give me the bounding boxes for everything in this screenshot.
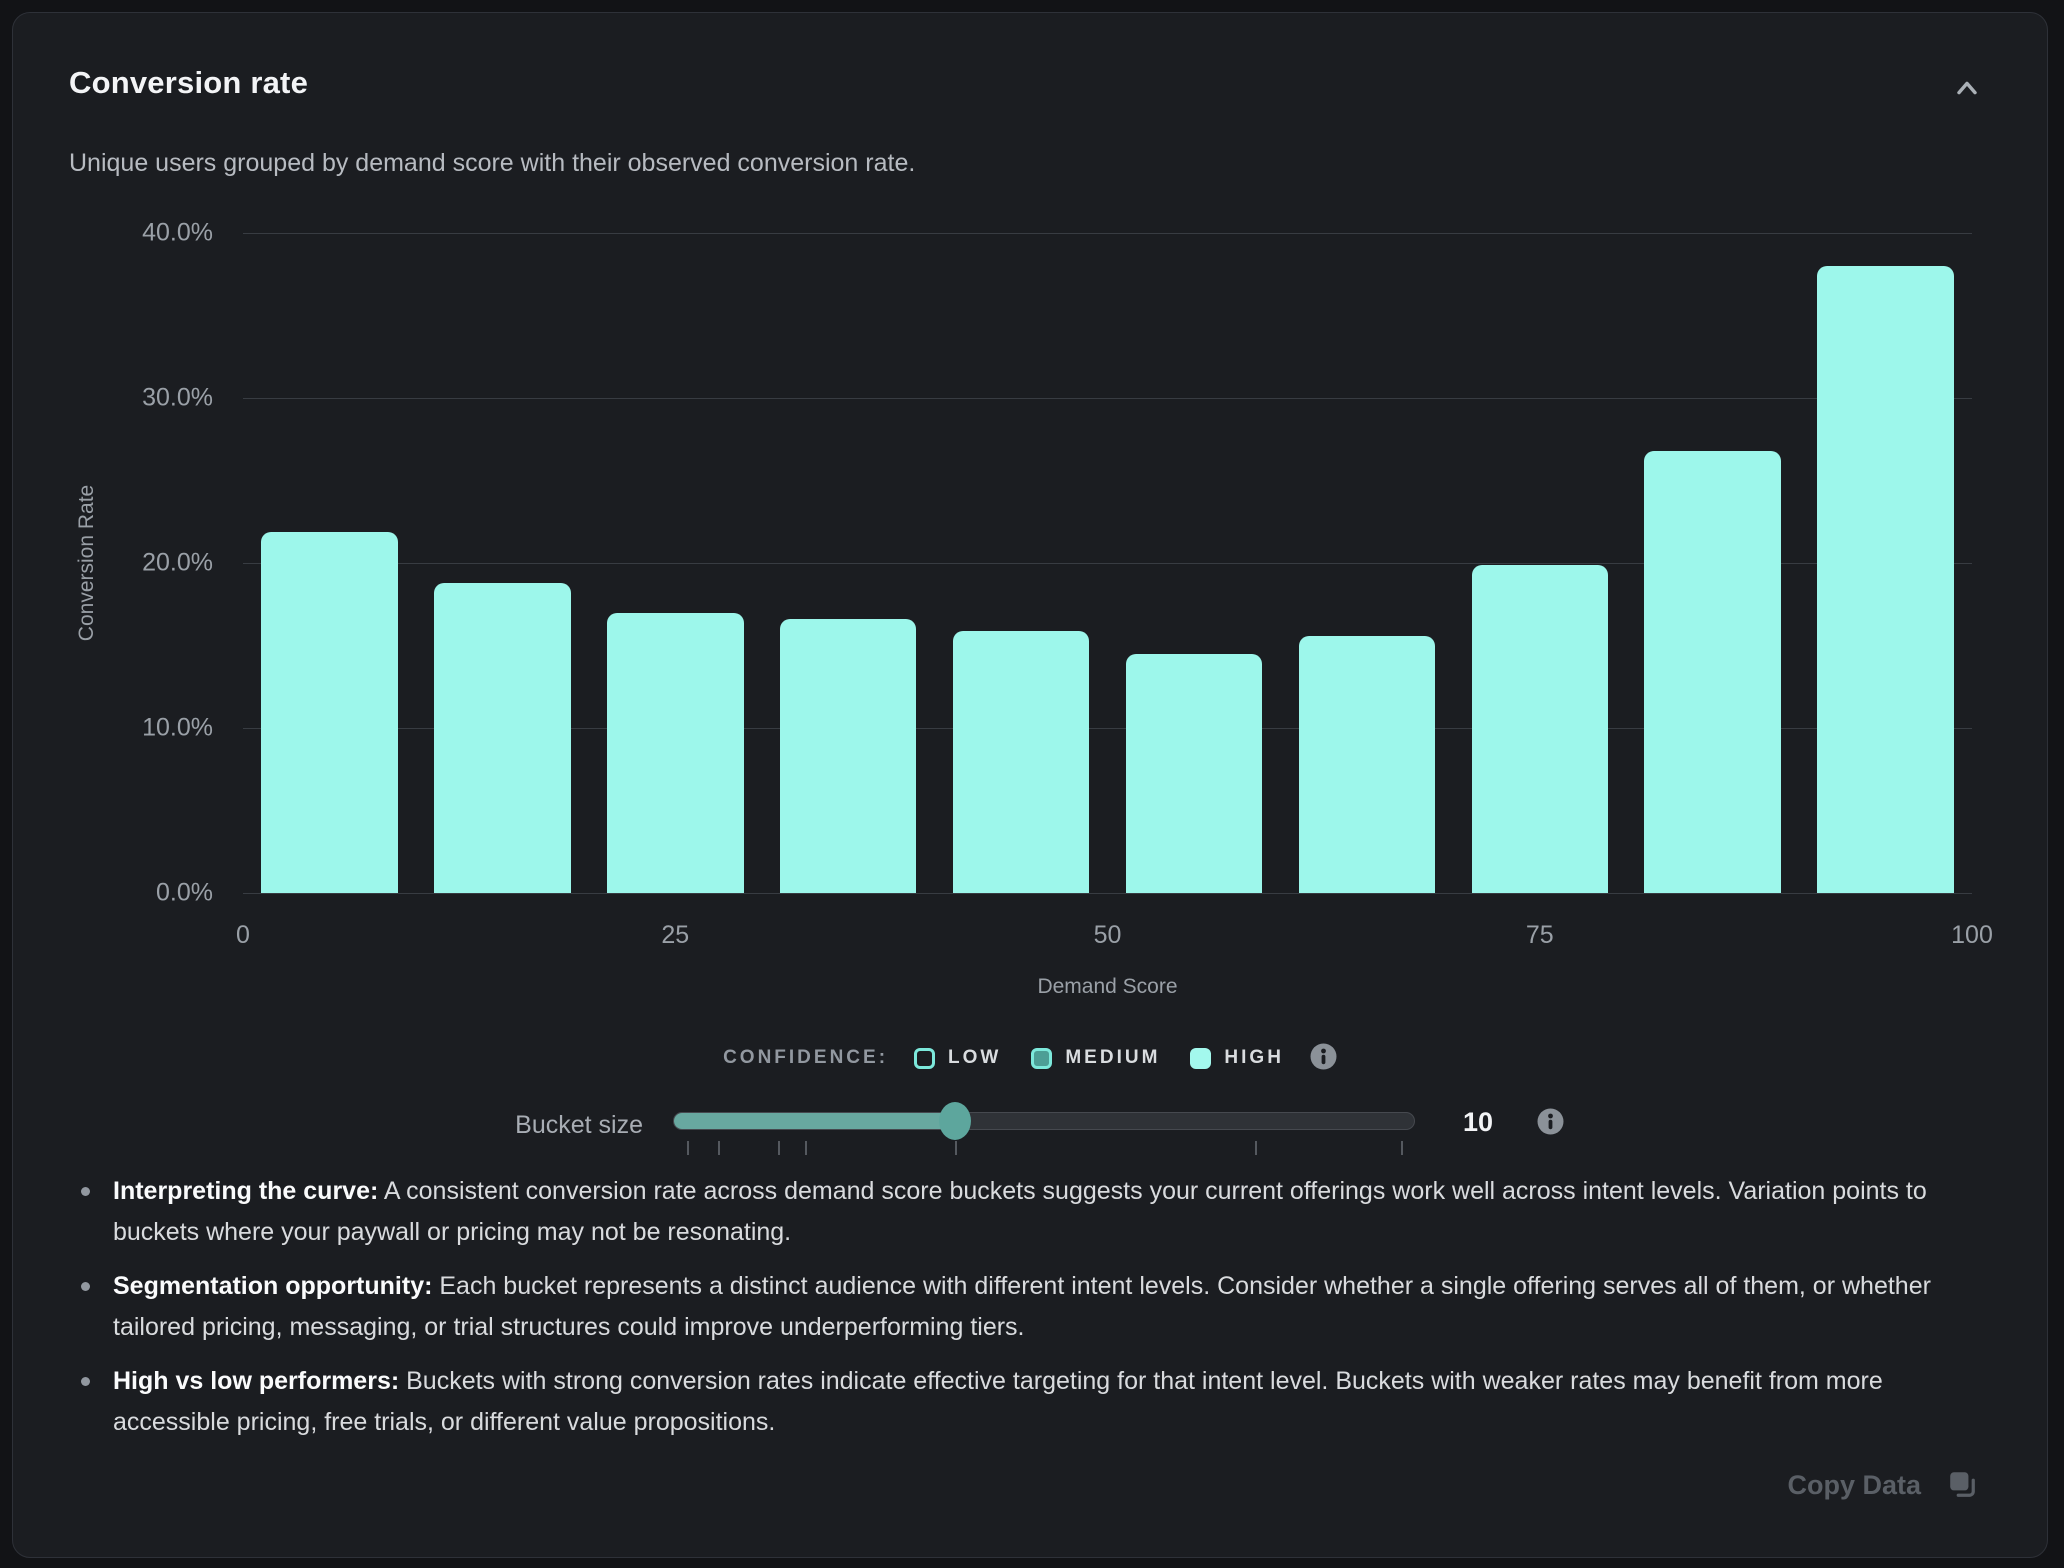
slider-fill — [674, 1113, 956, 1129]
gridline — [243, 893, 1972, 894]
bar-chart-plot-area — [243, 233, 1972, 894]
bar-bucket-80-90[interactable] — [1644, 450, 1781, 893]
legend-item-label: LOW — [948, 1047, 1002, 1068]
y-tick-label: 30.0% — [142, 383, 213, 412]
gridline — [243, 563, 1972, 564]
slider-tick — [1400, 1141, 1403, 1155]
y-tick-label: 0.0% — [156, 878, 213, 907]
bucket-size-row: Bucket size 10 — [13, 1099, 2047, 1169]
bar-slot — [1626, 233, 1799, 893]
note-text: A consistent conversion rate across dema… — [113, 1177, 1927, 1246]
y-axis-title: Conversion Rate — [75, 484, 98, 642]
legend-items: LOW MEDIUM HIGH — [914, 1047, 1284, 1069]
bar-slot — [1108, 233, 1281, 893]
copy-icon — [1947, 1469, 1977, 1502]
bar-bucket-10-20[interactable] — [434, 582, 571, 893]
gridline — [243, 398, 1972, 399]
legend-swatch-high-icon — [1190, 1047, 1212, 1069]
note-text: Each bucket represents a distinct audien… — [113, 1272, 1931, 1341]
info-icon — [1310, 1043, 1337, 1073]
bullet-dot — [81, 1187, 90, 1196]
bar-slot — [762, 233, 935, 893]
insight-notes: Interpreting the curve: A consistent con… — [69, 1171, 1991, 1456]
slider-tick — [777, 1141, 780, 1155]
chart-subtitle: Unique users grouped by demand score wit… — [69, 149, 916, 177]
bar-slot — [416, 233, 589, 893]
bar-bucket-0-10[interactable] — [261, 531, 398, 893]
x-tick-label: 25 — [661, 921, 690, 949]
x-axis-tick-labels: 0 25 50 75 100 — [236, 921, 1993, 955]
confidence-legend: CONFIDENCE: LOW MEDIUM HIGH — [13, 1043, 2047, 1073]
gridline — [243, 233, 1972, 234]
note-text: Buckets with strong conversion rates ind… — [113, 1367, 1883, 1436]
bar-slot — [1453, 233, 1626, 893]
bucket-size-value: 10 — [1462, 1107, 1494, 1137]
x-tick-label: 50 — [1093, 921, 1122, 949]
legend-title: CONFIDENCE: — [723, 1047, 889, 1068]
x-axis-title: Demand Score — [1037, 975, 1178, 998]
copy-data-label: Copy Data — [1787, 1470, 1921, 1500]
x-tick-label: 75 — [1525, 921, 1554, 949]
legend-item-label: MEDIUM — [1065, 1047, 1161, 1068]
y-tick-label: 10.0% — [142, 713, 213, 742]
y-tick-label: 20.0% — [142, 548, 213, 577]
slider-tick — [687, 1141, 690, 1155]
note-segmentation-opportunity: Segmentation opportunity: Each bucket re… — [69, 1266, 1991, 1348]
slider-tick — [954, 1141, 957, 1155]
bullet-dot — [81, 1377, 90, 1386]
slider-ticks — [673, 1141, 1415, 1157]
confidence-info-button[interactable] — [1310, 1043, 1337, 1073]
bar-slot — [1799, 233, 1972, 893]
legend-swatch-medium-icon — [1031, 1047, 1053, 1069]
bar-bucket-20-30[interactable] — [606, 612, 744, 893]
y-tick-label: 40.0% — [142, 218, 213, 247]
legend-item-medium[interactable]: MEDIUM — [1031, 1047, 1160, 1069]
bar-slot — [589, 233, 762, 893]
bucket-size-label: Bucket size — [515, 1111, 643, 1139]
slider-thumb[interactable] — [939, 1102, 972, 1140]
note-lead: Segmentation opportunity: — [113, 1272, 433, 1300]
slider-tick — [805, 1141, 808, 1155]
gridline — [243, 728, 1972, 729]
slider-tick — [1254, 1141, 1257, 1155]
legend-item-low[interactable]: LOW — [914, 1047, 1001, 1069]
legend-swatch-low-icon — [914, 1047, 936, 1069]
note-high-vs-low-performers: High vs low performers: Buckets with str… — [69, 1361, 1991, 1443]
legend-item-high[interactable]: HIGH — [1190, 1047, 1284, 1069]
chevron-up-icon — [1951, 72, 1983, 107]
copy-data-button[interactable]: Copy Data — [1787, 1469, 1977, 1502]
note-lead: High vs low performers: — [113, 1367, 400, 1395]
page-title: Conversion rate — [69, 65, 309, 100]
x-tick-label: 100 — [1951, 921, 1993, 949]
collapse-button[interactable] — [1949, 71, 1985, 107]
bar-bucket-60-70[interactable] — [1298, 635, 1436, 893]
note-interpreting-curve: Interpreting the curve: A consistent con… — [69, 1171, 1991, 1253]
bar-slot — [1280, 233, 1453, 893]
x-tick-label: 0 — [236, 921, 250, 949]
bucket-size-info-button[interactable] — [1537, 1108, 1564, 1138]
slider-tick — [718, 1141, 721, 1155]
note-lead: Interpreting the curve: — [113, 1177, 379, 1205]
bar-bucket-70-80[interactable] — [1471, 564, 1609, 893]
y-axis-tick-labels: 40.0% 30.0% 20.0% 10.0% 0.0% — [13, 219, 213, 907]
bar-bucket-40-50[interactable] — [952, 630, 1090, 893]
bar-bucket-90-100[interactable] — [1817, 266, 1954, 893]
bar-bucket-30-40[interactable] — [779, 619, 917, 893]
bar-slot — [243, 233, 416, 893]
bullet-dot — [81, 1282, 90, 1291]
info-icon — [1537, 1108, 1564, 1138]
bar-bucket-50-60[interactable] — [1125, 653, 1263, 893]
bars-container — [243, 233, 1972, 893]
bar-slot — [935, 233, 1108, 893]
conversion-rate-card: Conversion rate Unique users grouped by … — [12, 12, 2048, 1558]
legend-item-label: HIGH — [1224, 1047, 1284, 1068]
bucket-size-slider[interactable] — [673, 1102, 1415, 1140]
